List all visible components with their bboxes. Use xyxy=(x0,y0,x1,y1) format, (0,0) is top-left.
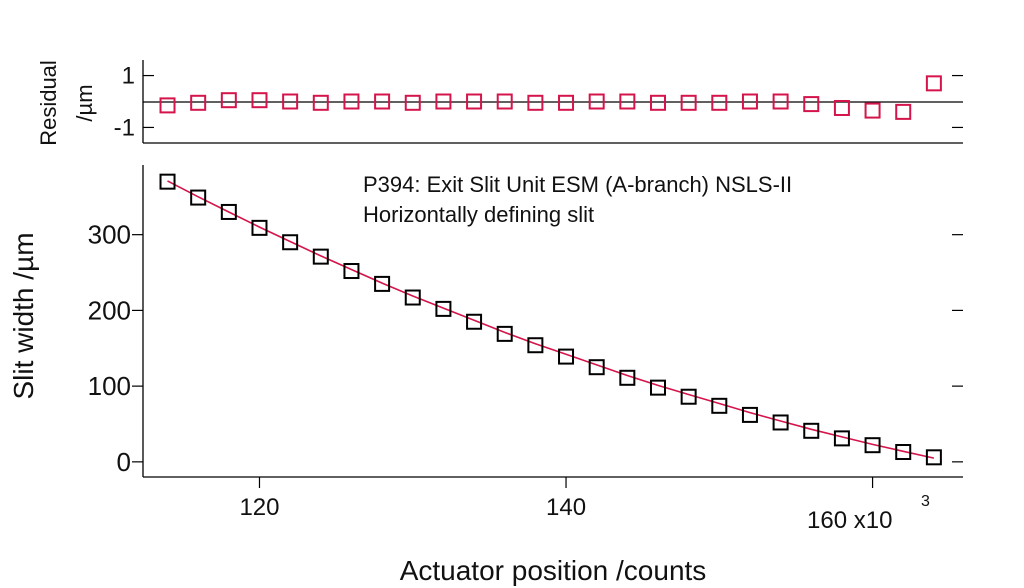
residual-y-tick-label: -1 xyxy=(114,114,135,141)
annotation-subtitle: Horizontally defining slit xyxy=(363,202,594,227)
residual-point xyxy=(588,93,605,110)
data-point xyxy=(649,379,666,396)
residual-point xyxy=(220,92,237,109)
residual-y-ticks: 1 -1 xyxy=(114,63,963,141)
data-point xyxy=(833,430,850,447)
x-multiplier-exponent: 3 xyxy=(921,493,930,510)
residual-point xyxy=(680,94,697,111)
residual-point xyxy=(435,93,452,110)
data-point xyxy=(741,406,758,423)
residual-point xyxy=(282,93,299,110)
residual-point xyxy=(466,93,483,110)
residual-point xyxy=(711,94,728,111)
residual-ylabel-line2: /µm xyxy=(72,84,97,121)
y-tick-label: 200 xyxy=(88,295,131,325)
residual-ylabel-line1: Residual xyxy=(36,60,61,146)
x-multiplier-label: 160 x10 xyxy=(807,507,892,534)
data-point xyxy=(404,289,421,306)
data-point xyxy=(680,388,697,405)
data-point xyxy=(619,369,636,386)
data-point xyxy=(312,248,329,265)
data-point xyxy=(496,325,513,342)
residual-point xyxy=(159,97,176,114)
data-point xyxy=(864,437,881,454)
data-point xyxy=(220,203,237,220)
fit-curve xyxy=(167,180,935,459)
x-tick-label: 140 xyxy=(546,494,586,521)
y-tick-label: 300 xyxy=(88,220,131,250)
residual-point xyxy=(496,93,513,110)
data-point xyxy=(925,449,942,466)
residual-point xyxy=(772,93,789,110)
data-point xyxy=(466,313,483,330)
residual-point xyxy=(190,94,207,111)
data-point xyxy=(558,348,575,365)
data-point xyxy=(343,263,360,280)
data-point xyxy=(282,234,299,251)
annotation-title: P394: Exit Slit Unit ESM (A-branch) NSLS… xyxy=(363,172,792,197)
residual-point xyxy=(374,93,391,110)
data-point xyxy=(772,414,789,431)
residual-point xyxy=(925,75,942,92)
data-point xyxy=(895,444,912,461)
data-point xyxy=(190,189,207,206)
residual-point xyxy=(649,94,666,111)
residual-point xyxy=(741,93,758,110)
data-point xyxy=(251,219,268,236)
residual-point xyxy=(864,102,881,119)
residual-point xyxy=(312,94,329,111)
data-point xyxy=(374,275,391,292)
residual-point xyxy=(251,92,268,109)
main-points xyxy=(159,173,942,466)
y-tick-label: 0 xyxy=(117,447,131,477)
residual-point xyxy=(558,94,575,111)
residual-point xyxy=(895,103,912,120)
residual-points xyxy=(159,75,942,120)
data-point xyxy=(588,359,605,376)
data-point xyxy=(527,337,544,354)
y-tick-label: 100 xyxy=(88,371,131,401)
main-panel: 120 140 0 100 200 300 P394: Exit Slit Unit E… xyxy=(8,165,963,586)
data-point xyxy=(435,300,452,317)
main-x-ticks: 120 140 xyxy=(239,477,874,521)
residual-point xyxy=(527,94,544,111)
residual-point xyxy=(619,93,636,110)
residual-point xyxy=(803,96,820,113)
main-y-ticks: 0 100 200 300 xyxy=(88,220,963,477)
residual-y-tick-label: 1 xyxy=(122,63,135,90)
residual-point xyxy=(833,99,850,116)
x-tick-label: 120 xyxy=(239,494,279,521)
x-axis-label: Actuator position /counts xyxy=(400,555,707,586)
data-point xyxy=(711,397,728,414)
residual-panel: 1 -1 Residual /µm xyxy=(36,60,963,146)
data-point xyxy=(803,422,820,439)
residual-point xyxy=(343,93,360,110)
y-axis-label: Slit width /µm xyxy=(8,232,39,399)
data-point xyxy=(159,173,176,190)
residual-point xyxy=(404,94,421,111)
